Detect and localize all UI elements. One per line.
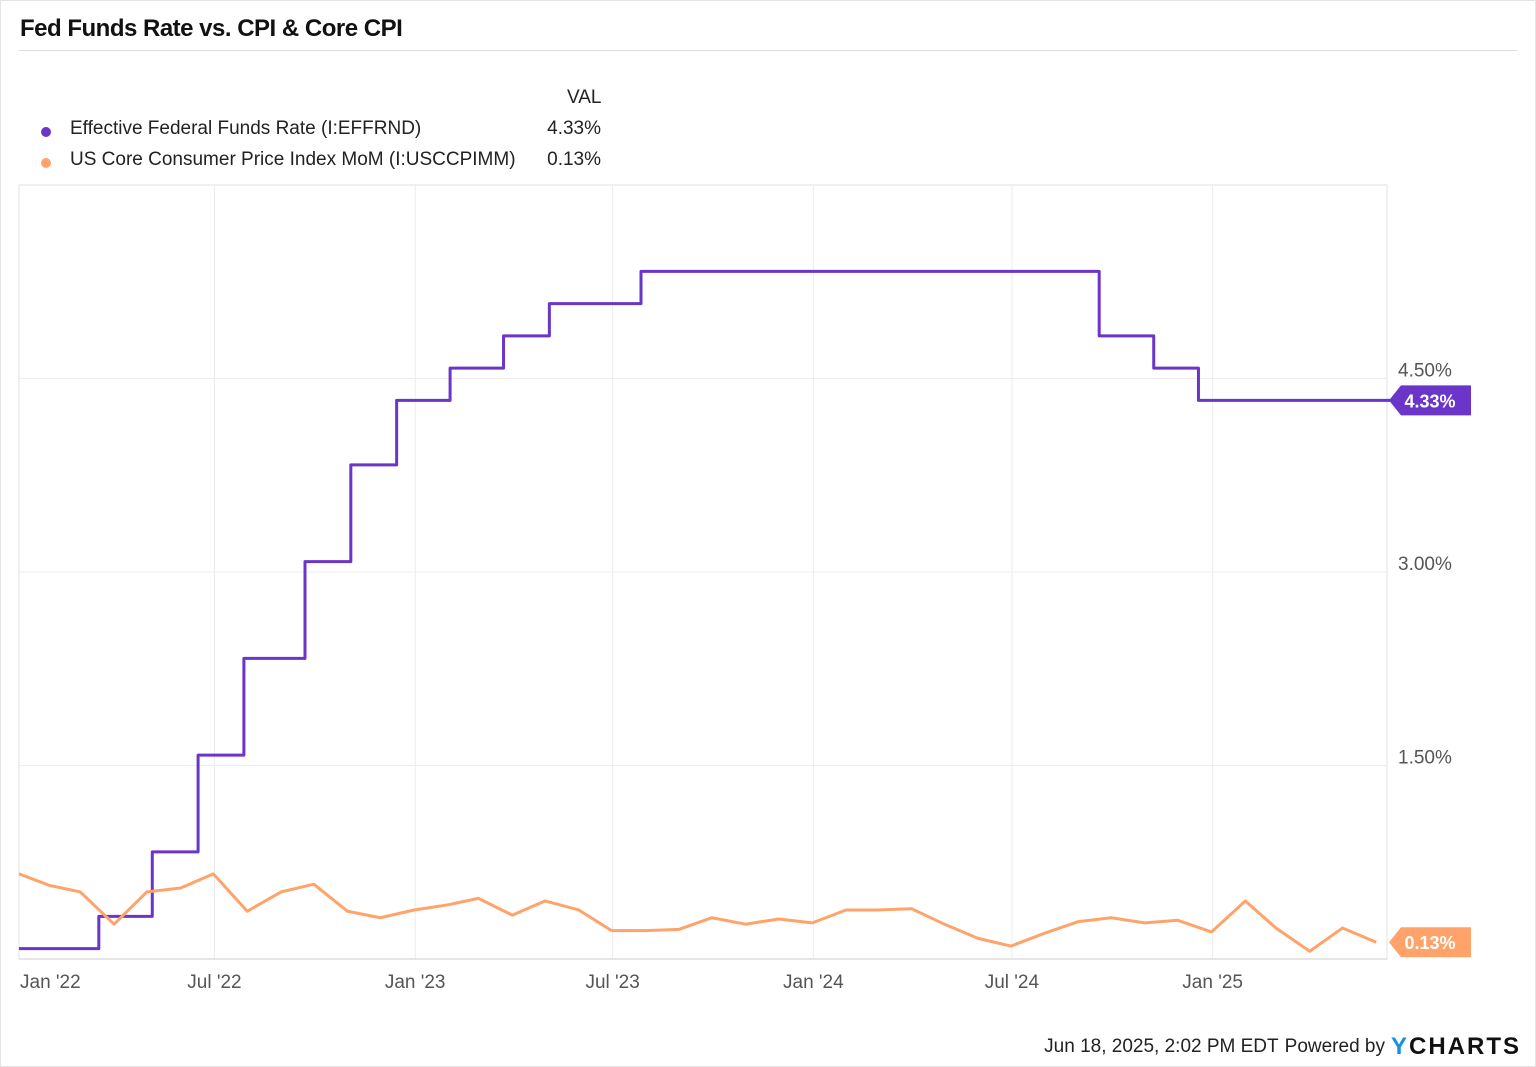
legend-value: 4.33%: [547, 118, 601, 139]
x-tick-label: Jan '24: [783, 972, 844, 993]
legend-name: Effective Federal Funds Rate (I:EFFRND): [70, 118, 422, 139]
footer: Jun 18, 2025, 2:02 PM EDT Powered by YCH…: [1044, 1033, 1521, 1061]
chart-title: Fed Funds Rate vs. CPI & Core CPI: [20, 15, 403, 42]
value-tag-label: 0.13%: [1404, 933, 1455, 953]
x-tick-label: Jan '25: [1182, 972, 1243, 993]
last-value-tag-1: 0.13%: [1389, 927, 1471, 958]
value-tag-shape: [1389, 385, 1471, 416]
x-tick-label: Jul '24: [985, 972, 1040, 993]
series-line-1: [18, 872, 1377, 953]
x-tick-label: Jan '23: [385, 972, 446, 993]
y-tick-label: 3.00%: [1398, 554, 1452, 575]
value-tag-label: 4.33%: [1404, 391, 1455, 411]
series-dot-icon: [41, 127, 51, 137]
ycharts-logo[interactable]: YCHARTS: [1390, 1033, 1521, 1060]
series-dot-icon: [41, 158, 51, 168]
x-tick-label: Jul '22: [187, 972, 241, 993]
legend-value: 0.13%: [547, 149, 601, 170]
y-tick-label: 4.50%: [1398, 361, 1452, 382]
legend-value-header: VAL: [567, 87, 602, 108]
y-tick-label: 1.50%: [1398, 748, 1452, 769]
powered-by: Powered by: [1284, 1036, 1385, 1057]
timestamp: Jun 18, 2025, 2:02 PM EDT: [1044, 1036, 1279, 1057]
x-tick-label: Jul '23: [585, 972, 639, 993]
legend-name: US Core Consumer Price Index MoM (I:USCC…: [70, 149, 516, 170]
series-line-0: [19, 269, 1397, 951]
x-tick-label: Jan '22: [20, 972, 81, 993]
title-divider: [19, 50, 1517, 51]
last-value-tag-0: 4.33%: [1389, 385, 1471, 416]
value-tag-shape: [1389, 927, 1471, 958]
